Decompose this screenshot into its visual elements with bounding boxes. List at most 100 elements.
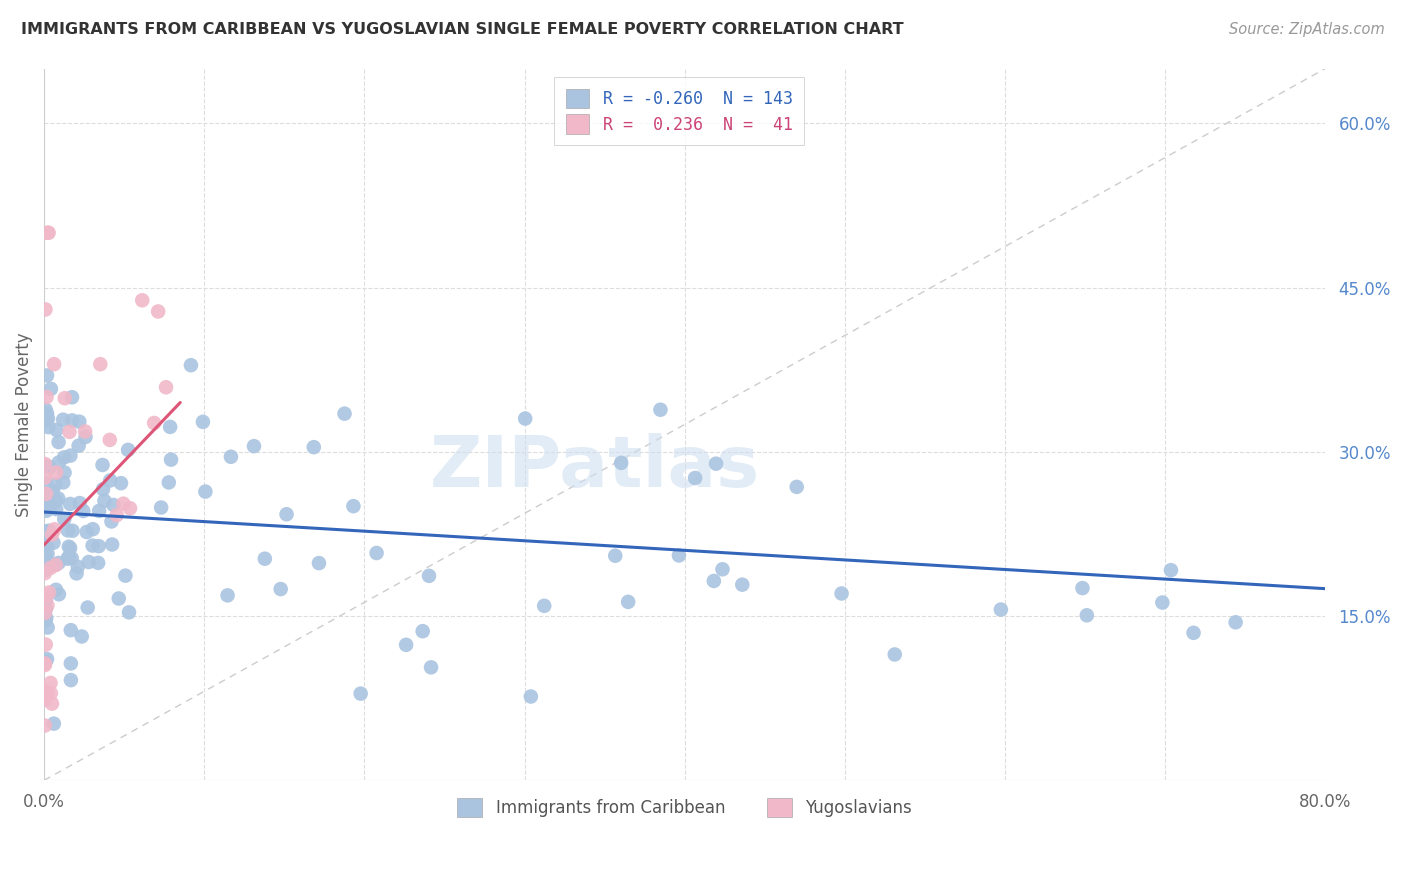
Point — [333, 407, 356, 421]
Point — [34, 470, 56, 484]
Point — [37, 599, 59, 613]
Point — [91, 458, 114, 472]
Point — [395, 638, 418, 652]
Point — [42, 483, 65, 498]
Point — [56, 551, 79, 566]
Point — [39, 526, 62, 541]
Point — [35, 406, 58, 420]
Point — [66, 559, 89, 574]
Point — [48, 556, 70, 570]
Point — [35, 414, 58, 428]
Point — [418, 569, 440, 583]
Point — [72, 504, 94, 518]
Point — [160, 452, 183, 467]
Point — [1225, 615, 1247, 630]
Point — [35, 458, 58, 473]
Point — [38, 226, 60, 240]
Point — [35, 529, 58, 543]
Text: ZIPatlas: ZIPatlas — [430, 433, 761, 501]
Point — [35, 402, 58, 417]
Point — [35, 476, 58, 491]
Point — [101, 537, 124, 551]
Point — [34, 566, 56, 581]
Point — [37, 547, 59, 561]
Point — [118, 501, 141, 516]
Point — [59, 673, 82, 687]
Point — [45, 558, 67, 572]
Point — [34, 718, 56, 732]
Point — [48, 435, 70, 450]
Point — [131, 293, 153, 308]
Point — [60, 390, 83, 404]
Point — [191, 415, 214, 429]
Point — [35, 539, 58, 553]
Point — [308, 556, 330, 570]
Y-axis label: Single Female Poverty: Single Female Poverty — [15, 332, 32, 516]
Point — [59, 449, 82, 463]
Point — [276, 508, 298, 522]
Point — [77, 555, 100, 569]
Point — [93, 493, 115, 508]
Point — [82, 539, 104, 553]
Point — [76, 600, 98, 615]
Point — [70, 630, 93, 644]
Point — [45, 423, 67, 437]
Point — [683, 471, 706, 485]
Point — [1076, 608, 1098, 623]
Point — [39, 382, 62, 396]
Point — [41, 697, 63, 711]
Point — [35, 490, 58, 504]
Point — [117, 442, 139, 457]
Point — [35, 409, 58, 423]
Point — [243, 439, 266, 453]
Point — [105, 508, 128, 523]
Point — [350, 687, 373, 701]
Point — [35, 531, 58, 545]
Point — [35, 500, 58, 515]
Point — [53, 512, 76, 526]
Point — [270, 582, 292, 596]
Point — [59, 497, 82, 511]
Point — [38, 585, 60, 599]
Legend: Immigrants from Caribbean, Yugoslavians: Immigrants from Caribbean, Yugoslavians — [449, 789, 921, 825]
Point — [150, 500, 173, 515]
Point — [605, 549, 627, 563]
Point — [89, 357, 111, 371]
Point — [75, 425, 97, 439]
Point — [87, 556, 110, 570]
Point — [42, 536, 65, 550]
Point — [35, 593, 58, 607]
Point — [34, 692, 56, 706]
Point — [118, 605, 141, 619]
Point — [731, 577, 754, 591]
Point — [62, 524, 84, 538]
Point — [520, 690, 543, 704]
Point — [34, 657, 56, 671]
Point — [704, 457, 727, 471]
Point — [35, 368, 58, 383]
Point — [35, 504, 58, 518]
Point — [711, 562, 734, 576]
Point — [100, 515, 122, 529]
Point — [35, 588, 58, 602]
Text: IMMIGRANTS FROM CARIBBEAN VS YUGOSLAVIAN SINGLE FEMALE POVERTY CORRELATION CHART: IMMIGRANTS FROM CARIBBEAN VS YUGOSLAVIAN… — [21, 22, 904, 37]
Point — [35, 530, 58, 544]
Point — [67, 439, 90, 453]
Point — [42, 357, 65, 371]
Point — [342, 499, 364, 513]
Point — [35, 686, 58, 700]
Point — [76, 524, 98, 539]
Point — [420, 660, 443, 674]
Point — [35, 655, 58, 669]
Point — [45, 582, 67, 597]
Point — [59, 541, 82, 555]
Point — [48, 456, 70, 470]
Point — [34, 658, 56, 673]
Point — [65, 566, 87, 581]
Point — [107, 591, 129, 606]
Point — [37, 620, 59, 634]
Point — [59, 623, 82, 637]
Point — [217, 588, 239, 602]
Point — [610, 456, 633, 470]
Point — [35, 560, 58, 574]
